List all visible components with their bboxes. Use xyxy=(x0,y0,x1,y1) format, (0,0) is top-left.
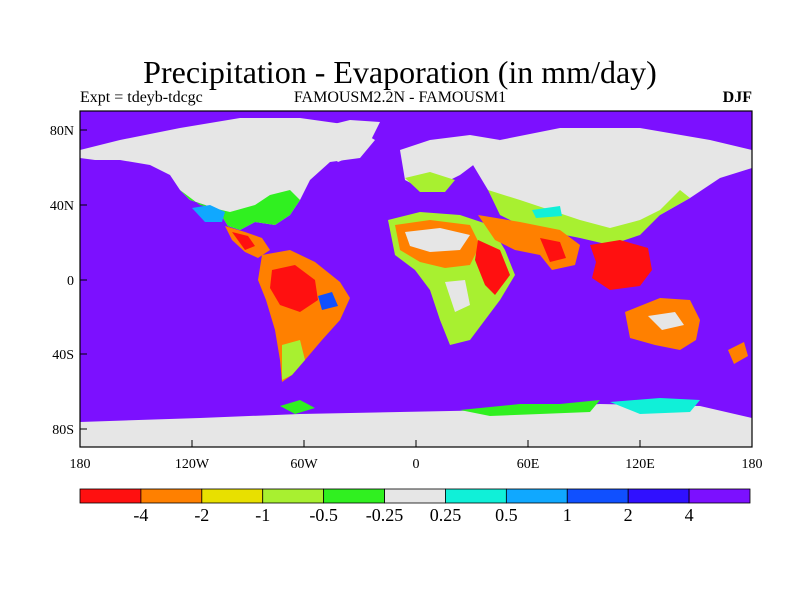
lon-label-120e: 120E xyxy=(625,457,655,472)
colorbar-swatch xyxy=(688,488,751,504)
colorbar-swatch xyxy=(627,488,690,504)
lon-label-180e: 180 xyxy=(742,457,763,472)
new-zealand xyxy=(728,342,748,364)
colorbar: -4 -2 -1 -0.5 -0.25 0.25 0.5 1 2 4 xyxy=(79,488,751,525)
colorbar-swatch xyxy=(262,488,325,504)
plot-title: Precipitation - Evaporation (in mm/day) xyxy=(143,54,657,90)
lon-label-60w: 60W xyxy=(290,457,318,472)
colorbar-swatch xyxy=(140,488,203,504)
colorbar-swatch xyxy=(384,488,446,504)
colorbar-swatch xyxy=(505,488,568,504)
lat-label-80s: 80S xyxy=(52,423,74,438)
colorbar-label: 2 xyxy=(624,505,633,525)
africa-south-light xyxy=(445,280,470,312)
lon-label-0: 0 xyxy=(413,457,420,472)
lon-label-180w: 180 xyxy=(70,457,91,472)
north-america-land xyxy=(80,118,375,230)
longitude-axis: 180 120W 60W 0 60E 120E 180 xyxy=(70,440,763,472)
asia-south-band xyxy=(488,190,690,245)
season-label: DJF xyxy=(722,89,752,106)
asia-blue-patch xyxy=(532,206,562,218)
india-red xyxy=(540,238,566,262)
colorbar-label: -4 xyxy=(133,505,148,525)
colorbar-label: 0.5 xyxy=(495,505,518,525)
europe-green xyxy=(405,172,455,192)
antarctica-land xyxy=(80,404,752,447)
colorbar-label: 4 xyxy=(685,505,694,525)
colorbar-label: -0.5 xyxy=(309,505,338,525)
colorbar-swatch xyxy=(201,488,264,504)
southeast-asia xyxy=(590,240,652,290)
africa-red xyxy=(475,240,510,295)
lat-label-40n: 40N xyxy=(50,199,74,214)
antarctic-coast-blue xyxy=(610,398,700,414)
central-america-dry xyxy=(232,232,255,250)
experiment-label: Expt = tdeyb-tdcgc xyxy=(80,89,203,106)
colorbar-swatch xyxy=(566,488,629,504)
colorbar-swatch xyxy=(445,488,507,504)
lat-label-80n: 80N xyxy=(50,124,74,139)
colorbar-label: 0.25 xyxy=(430,505,462,525)
lat-label-0: 0 xyxy=(67,274,74,289)
colorbar-swatch xyxy=(79,488,142,504)
south-america-core xyxy=(270,265,318,312)
colorbar-label: -0.25 xyxy=(366,505,404,525)
lon-label-60e: 60E xyxy=(517,457,540,472)
antarctic-coast-green xyxy=(280,400,600,416)
greenland xyxy=(318,120,380,162)
colorbar-label: -1 xyxy=(255,505,270,525)
map-field xyxy=(80,111,752,447)
australia-light xyxy=(648,312,684,330)
colorbar-label: -2 xyxy=(194,505,209,525)
model-comparison-label: FAMOUSM2.2N - FAMOUSM1 xyxy=(293,89,507,106)
colorbar-swatch xyxy=(323,488,385,504)
latitude-axis: 80N 40N 0 40S 80S xyxy=(50,124,87,438)
south-america-blue xyxy=(318,292,338,310)
north-america-blue xyxy=(192,205,225,222)
sahara xyxy=(405,228,470,252)
colorbar-label: 1 xyxy=(563,505,572,525)
south-america-green xyxy=(282,340,305,380)
north-america-wet-band xyxy=(180,190,300,230)
lat-label-40s: 40S xyxy=(52,348,74,363)
asia-land xyxy=(470,128,752,232)
lon-label-120w: 120W xyxy=(175,457,210,472)
